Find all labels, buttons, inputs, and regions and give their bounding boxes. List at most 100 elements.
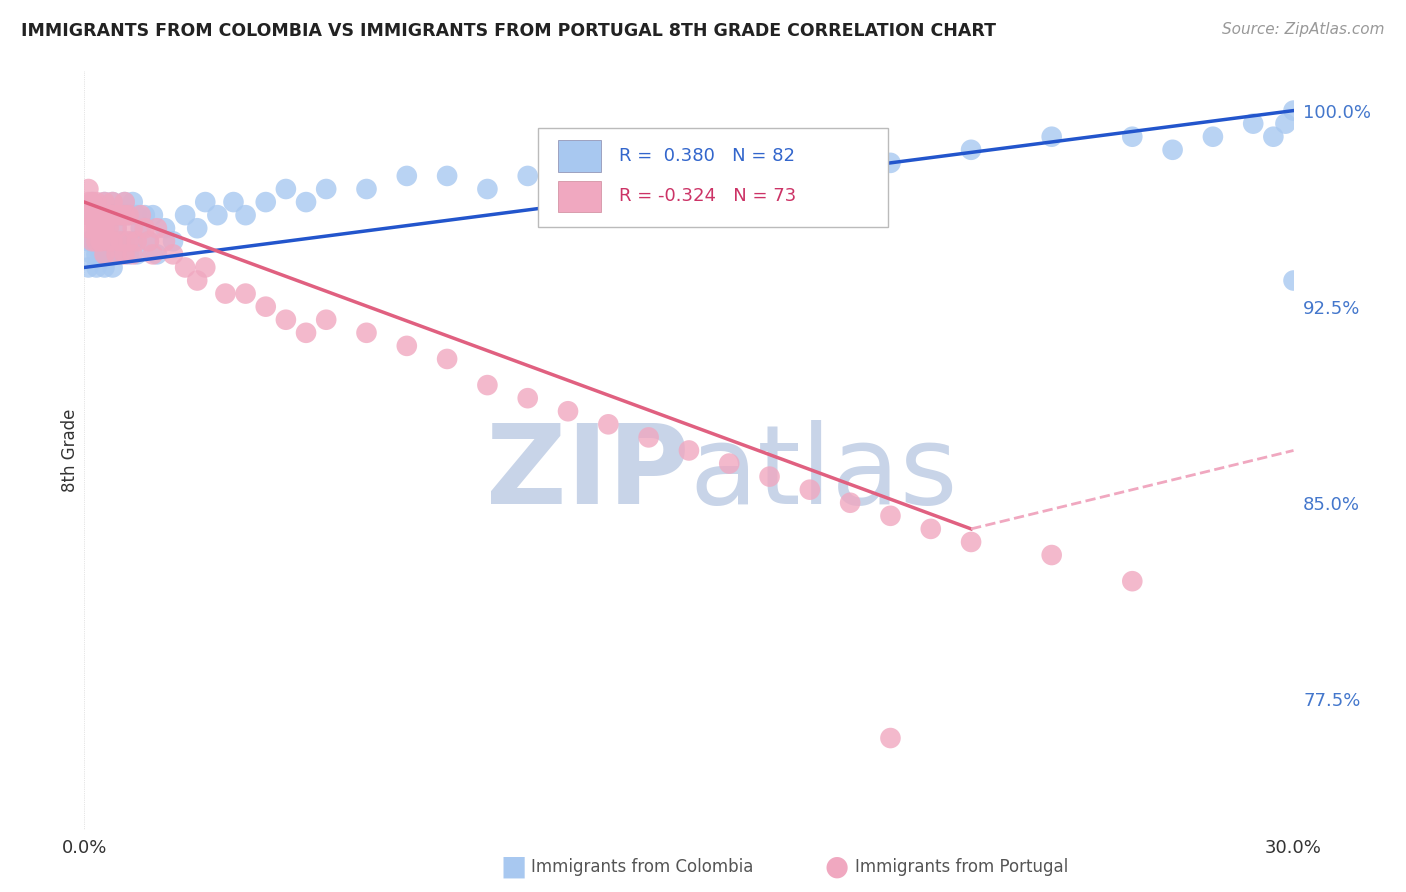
Text: ZIP: ZIP bbox=[485, 420, 689, 526]
Point bbox=[194, 195, 217, 210]
Point bbox=[207, 208, 229, 222]
Point bbox=[93, 247, 115, 261]
Point bbox=[121, 247, 143, 261]
Point bbox=[114, 195, 136, 210]
Point bbox=[1274, 117, 1296, 131]
Point bbox=[97, 235, 120, 249]
Text: ■: ■ bbox=[501, 853, 526, 881]
Point bbox=[89, 221, 111, 235]
Point bbox=[93, 208, 115, 222]
Point bbox=[356, 326, 378, 340]
Point bbox=[138, 235, 160, 249]
Point bbox=[516, 169, 538, 183]
Point bbox=[1161, 143, 1184, 157]
Point bbox=[295, 326, 318, 340]
Point bbox=[93, 221, 115, 235]
Point bbox=[121, 195, 143, 210]
Point bbox=[315, 312, 337, 326]
Point bbox=[101, 235, 124, 249]
Point bbox=[118, 208, 141, 222]
Point bbox=[110, 235, 132, 249]
Point bbox=[1202, 129, 1225, 144]
Point bbox=[254, 300, 277, 314]
Point bbox=[110, 208, 132, 222]
Point bbox=[93, 208, 115, 222]
Point bbox=[1282, 273, 1305, 287]
FancyBboxPatch shape bbox=[538, 128, 889, 227]
Point bbox=[274, 182, 297, 196]
Point bbox=[82, 208, 104, 222]
Point bbox=[89, 235, 111, 249]
Point bbox=[105, 221, 128, 235]
Point bbox=[97, 208, 120, 222]
Point bbox=[114, 195, 136, 210]
Point bbox=[82, 195, 104, 210]
Point bbox=[557, 169, 579, 183]
Point bbox=[105, 221, 128, 235]
Bar bbox=[558, 140, 600, 172]
Point bbox=[110, 235, 132, 249]
Point bbox=[114, 208, 136, 222]
Point bbox=[93, 235, 115, 249]
Point bbox=[174, 208, 197, 222]
Point bbox=[121, 235, 143, 249]
Point bbox=[134, 208, 156, 222]
Point bbox=[82, 235, 104, 249]
Point bbox=[879, 508, 901, 523]
Point bbox=[920, 522, 942, 536]
Point bbox=[82, 221, 104, 235]
Text: Immigrants from Colombia: Immigrants from Colombia bbox=[531, 858, 754, 876]
Point bbox=[101, 208, 124, 222]
Text: atlas: atlas bbox=[689, 420, 957, 526]
Point bbox=[799, 483, 821, 497]
Point bbox=[89, 208, 111, 222]
Point bbox=[477, 182, 499, 196]
Point bbox=[254, 195, 277, 210]
Point bbox=[114, 247, 136, 261]
Point bbox=[110, 208, 132, 222]
Point bbox=[1040, 548, 1063, 562]
Point bbox=[118, 247, 141, 261]
Point bbox=[678, 156, 700, 170]
Point bbox=[436, 169, 458, 183]
Point bbox=[162, 235, 184, 249]
Point bbox=[82, 235, 104, 249]
Point bbox=[153, 235, 176, 249]
Point bbox=[235, 208, 257, 222]
Point bbox=[516, 391, 538, 405]
Point bbox=[93, 195, 115, 210]
Point bbox=[105, 247, 128, 261]
Point bbox=[477, 378, 499, 392]
Point bbox=[77, 221, 100, 235]
Text: Immigrants from Portugal: Immigrants from Portugal bbox=[855, 858, 1069, 876]
Point bbox=[86, 208, 108, 222]
Point bbox=[436, 351, 458, 366]
Point bbox=[1121, 129, 1143, 144]
Point bbox=[153, 221, 176, 235]
Point bbox=[86, 221, 108, 235]
Point bbox=[77, 260, 100, 275]
Point bbox=[77, 208, 100, 222]
Point bbox=[960, 143, 983, 157]
Point bbox=[77, 235, 100, 249]
Point bbox=[101, 235, 124, 249]
Point bbox=[129, 208, 152, 222]
Point bbox=[146, 247, 169, 261]
Point bbox=[101, 208, 124, 222]
Point bbox=[77, 195, 100, 210]
Point bbox=[114, 235, 136, 249]
Point bbox=[222, 195, 245, 210]
Point bbox=[82, 195, 104, 210]
Point bbox=[1282, 103, 1305, 118]
Point bbox=[598, 417, 620, 432]
Point bbox=[97, 221, 120, 235]
Point bbox=[194, 260, 217, 275]
Point bbox=[142, 208, 165, 222]
Point bbox=[125, 247, 148, 261]
Point bbox=[105, 208, 128, 222]
Point bbox=[839, 496, 862, 510]
Text: R = -0.324   N = 73: R = -0.324 N = 73 bbox=[619, 187, 796, 205]
Point bbox=[162, 247, 184, 261]
Point bbox=[118, 235, 141, 249]
Point bbox=[93, 260, 115, 275]
